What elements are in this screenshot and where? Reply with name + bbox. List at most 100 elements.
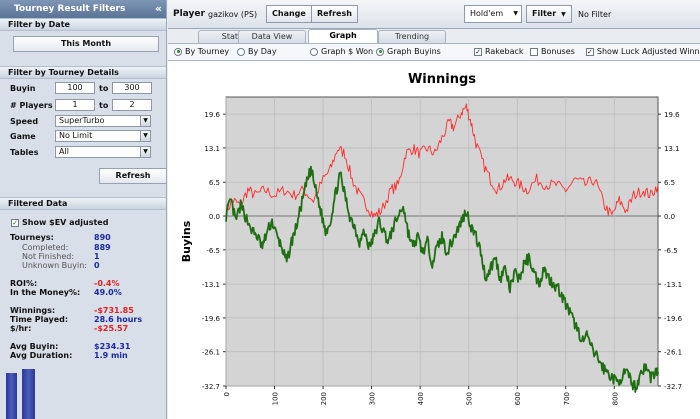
chart-title: Winnings: [408, 72, 476, 87]
chevron-down-icon[interactable]: ▼: [513, 10, 518, 17]
by-tourney-option[interactable]: By Tourney: [174, 47, 229, 56]
panel-title-text: Tourney Result Filters: [14, 4, 126, 14]
player-label: Player: [173, 9, 205, 19]
filter-status: No Filter: [578, 10, 612, 19]
checkbox-checked-icon[interactable]: ✓: [474, 47, 482, 56]
filter-refresh-button[interactable]: Refresh: [99, 168, 166, 184]
checkbox-checked-icon[interactable]: ✓: [586, 47, 594, 56]
x-tick-label: 500: [466, 392, 474, 405]
x-tick-label: 100: [272, 392, 280, 405]
by-day-label: By Day: [248, 47, 277, 56]
y-tick-label-left: -6.5: [206, 247, 220, 255]
change-player-button[interactable]: Change▼: [266, 5, 322, 23]
tab-graph[interactable]: Graph: [308, 29, 378, 43]
y-tick-label-right: -13.1: [664, 281, 682, 289]
tab-trending[interactable]: Trending: [378, 30, 446, 43]
x-tick-label: 700: [563, 392, 571, 405]
filter-label: Filter: [532, 9, 557, 18]
players-from-input[interactable]: 1: [55, 99, 95, 111]
speed-select[interactable]: SuperTurbo ▼: [55, 115, 151, 127]
game-label: Game: [10, 132, 36, 141]
players-to-input[interactable]: 2: [112, 99, 152, 111]
show-sev-checkbox[interactable]: ✓: [11, 218, 19, 227]
checkbox-empty-icon[interactable]: [530, 47, 538, 56]
series-line-ev: [225, 103, 659, 218]
bonuses-option[interactable]: Bonuses: [530, 47, 575, 56]
graph-won-option[interactable]: Graph $ Won: [310, 47, 373, 56]
show-sev-row[interactable]: ✓ Show $EV adjusted: [11, 218, 108, 227]
stat-value: 49.0%: [94, 288, 122, 297]
player-name: gazikov (PS): [208, 10, 258, 19]
tables-select[interactable]: All ▼: [55, 146, 151, 158]
buyin-to-label: to: [99, 84, 109, 93]
chevron-down-icon[interactable]: ▼: [140, 131, 150, 141]
stat-label: Not Finished:: [22, 252, 75, 261]
game-type-select[interactable]: Hold'em ▼: [464, 5, 522, 23]
tab-data-view[interactable]: Data View: [238, 30, 306, 43]
buyin-from-input[interactable]: 100: [55, 82, 95, 94]
stat-label: $/hr:: [10, 324, 32, 333]
filter-by-date-heading: Filter by Date: [0, 18, 166, 31]
y-tick-label-left: -26.1: [202, 349, 220, 357]
radio-off-icon[interactable]: [237, 47, 245, 56]
filter-panel: Tourney Result Filters « Filter by Date …: [0, 0, 167, 419]
x-tick-label: 300: [369, 392, 377, 405]
filter-button[interactable]: Filter ▼: [526, 5, 572, 23]
x-tick-label: 400: [417, 392, 425, 405]
x-tick-label: 0: [223, 392, 231, 396]
series-line-actual: [225, 165, 659, 393]
x-tick-label: 200: [320, 392, 328, 405]
y-tick-label-right: 19.6: [664, 111, 680, 119]
players-to-label: to: [99, 101, 109, 110]
game-type-value: Hold'em: [470, 9, 504, 18]
graph-buyins-option[interactable]: Graph Buyins: [376, 47, 441, 56]
x-tick-label: 800: [611, 392, 619, 405]
y-tick-label-right: -26.1: [664, 349, 682, 357]
y-tick-label-right: -6.5: [664, 247, 678, 255]
refresh-button[interactable]: Refresh: [311, 5, 358, 23]
y-tick-label-right: 13.1: [664, 145, 680, 153]
stat-label: Avg Buyin:: [10, 342, 59, 351]
game-select[interactable]: No Limit ▼: [55, 130, 151, 142]
show-luck-option[interactable]: ✓Show Luck Adjusted Winnings: [586, 47, 700, 56]
chevron-down-icon[interactable]: ▼: [140, 116, 150, 126]
radio-off-icon[interactable]: [310, 47, 318, 56]
y-tick-label-left: 0.0: [209, 213, 220, 221]
stat-label: Winnings:: [10, 306, 56, 315]
y-tick-label-left: 6.5: [209, 179, 220, 187]
stat-value: 890: [94, 233, 111, 242]
radio-on-icon[interactable]: [174, 47, 182, 56]
filter-by-tourney-heading: Filter by Tourney Details: [0, 66, 166, 79]
graph-area: 19.6 19.6 13.1 13.1 6.5 6.5 0.0 0.0 -6.5 -6.5 -13.…: [168, 61, 700, 419]
show-luck-label: Show Luck Adjusted Winnings: [596, 47, 700, 56]
stat-label: Time Played:: [10, 315, 69, 324]
filtered-data-heading: Filtered Data: [0, 197, 166, 210]
this-month-button[interactable]: This Month: [13, 36, 159, 52]
stat-label: ROI%:: [10, 279, 38, 288]
x-tick-label: 600: [514, 392, 522, 405]
graph-options-bar: By Tourney By Day Graph $ Won Graph Buyi…: [168, 43, 700, 61]
stat-label: Completed:: [22, 243, 69, 252]
stat-value: 889: [94, 243, 111, 252]
radio-on-icon[interactable]: [376, 47, 384, 56]
stat-label: Unknown Buyin:: [22, 261, 87, 270]
graph-won-label: Graph $ Won: [321, 47, 374, 56]
tables-value: All: [59, 147, 69, 156]
change-label: Change: [272, 9, 306, 18]
y-tick-label-right: -19.6: [664, 315, 683, 323]
tables-label: Tables: [10, 148, 39, 157]
buyin-to-input[interactable]: 300: [112, 82, 152, 94]
stat-label: Tourneys:: [10, 233, 54, 242]
chevron-down-icon[interactable]: ▼: [140, 147, 150, 157]
rakeback-label: Rakeback: [485, 47, 524, 56]
mini-bar-graphic-2: [22, 369, 35, 419]
stat-value: 1: [94, 252, 100, 261]
y-tick-label-right: 6.5: [664, 179, 675, 187]
rakeback-option[interactable]: ✓ Rakeback: [474, 47, 524, 56]
by-day-option[interactable]: By Day: [237, 47, 277, 56]
graph-buyins-label: Graph Buyins: [387, 47, 441, 56]
players-label: # Players: [10, 101, 53, 110]
stat-value: -$25.57: [94, 324, 129, 333]
chevron-down-icon: ▼: [561, 11, 566, 18]
collapse-icon[interactable]: «: [154, 2, 162, 15]
